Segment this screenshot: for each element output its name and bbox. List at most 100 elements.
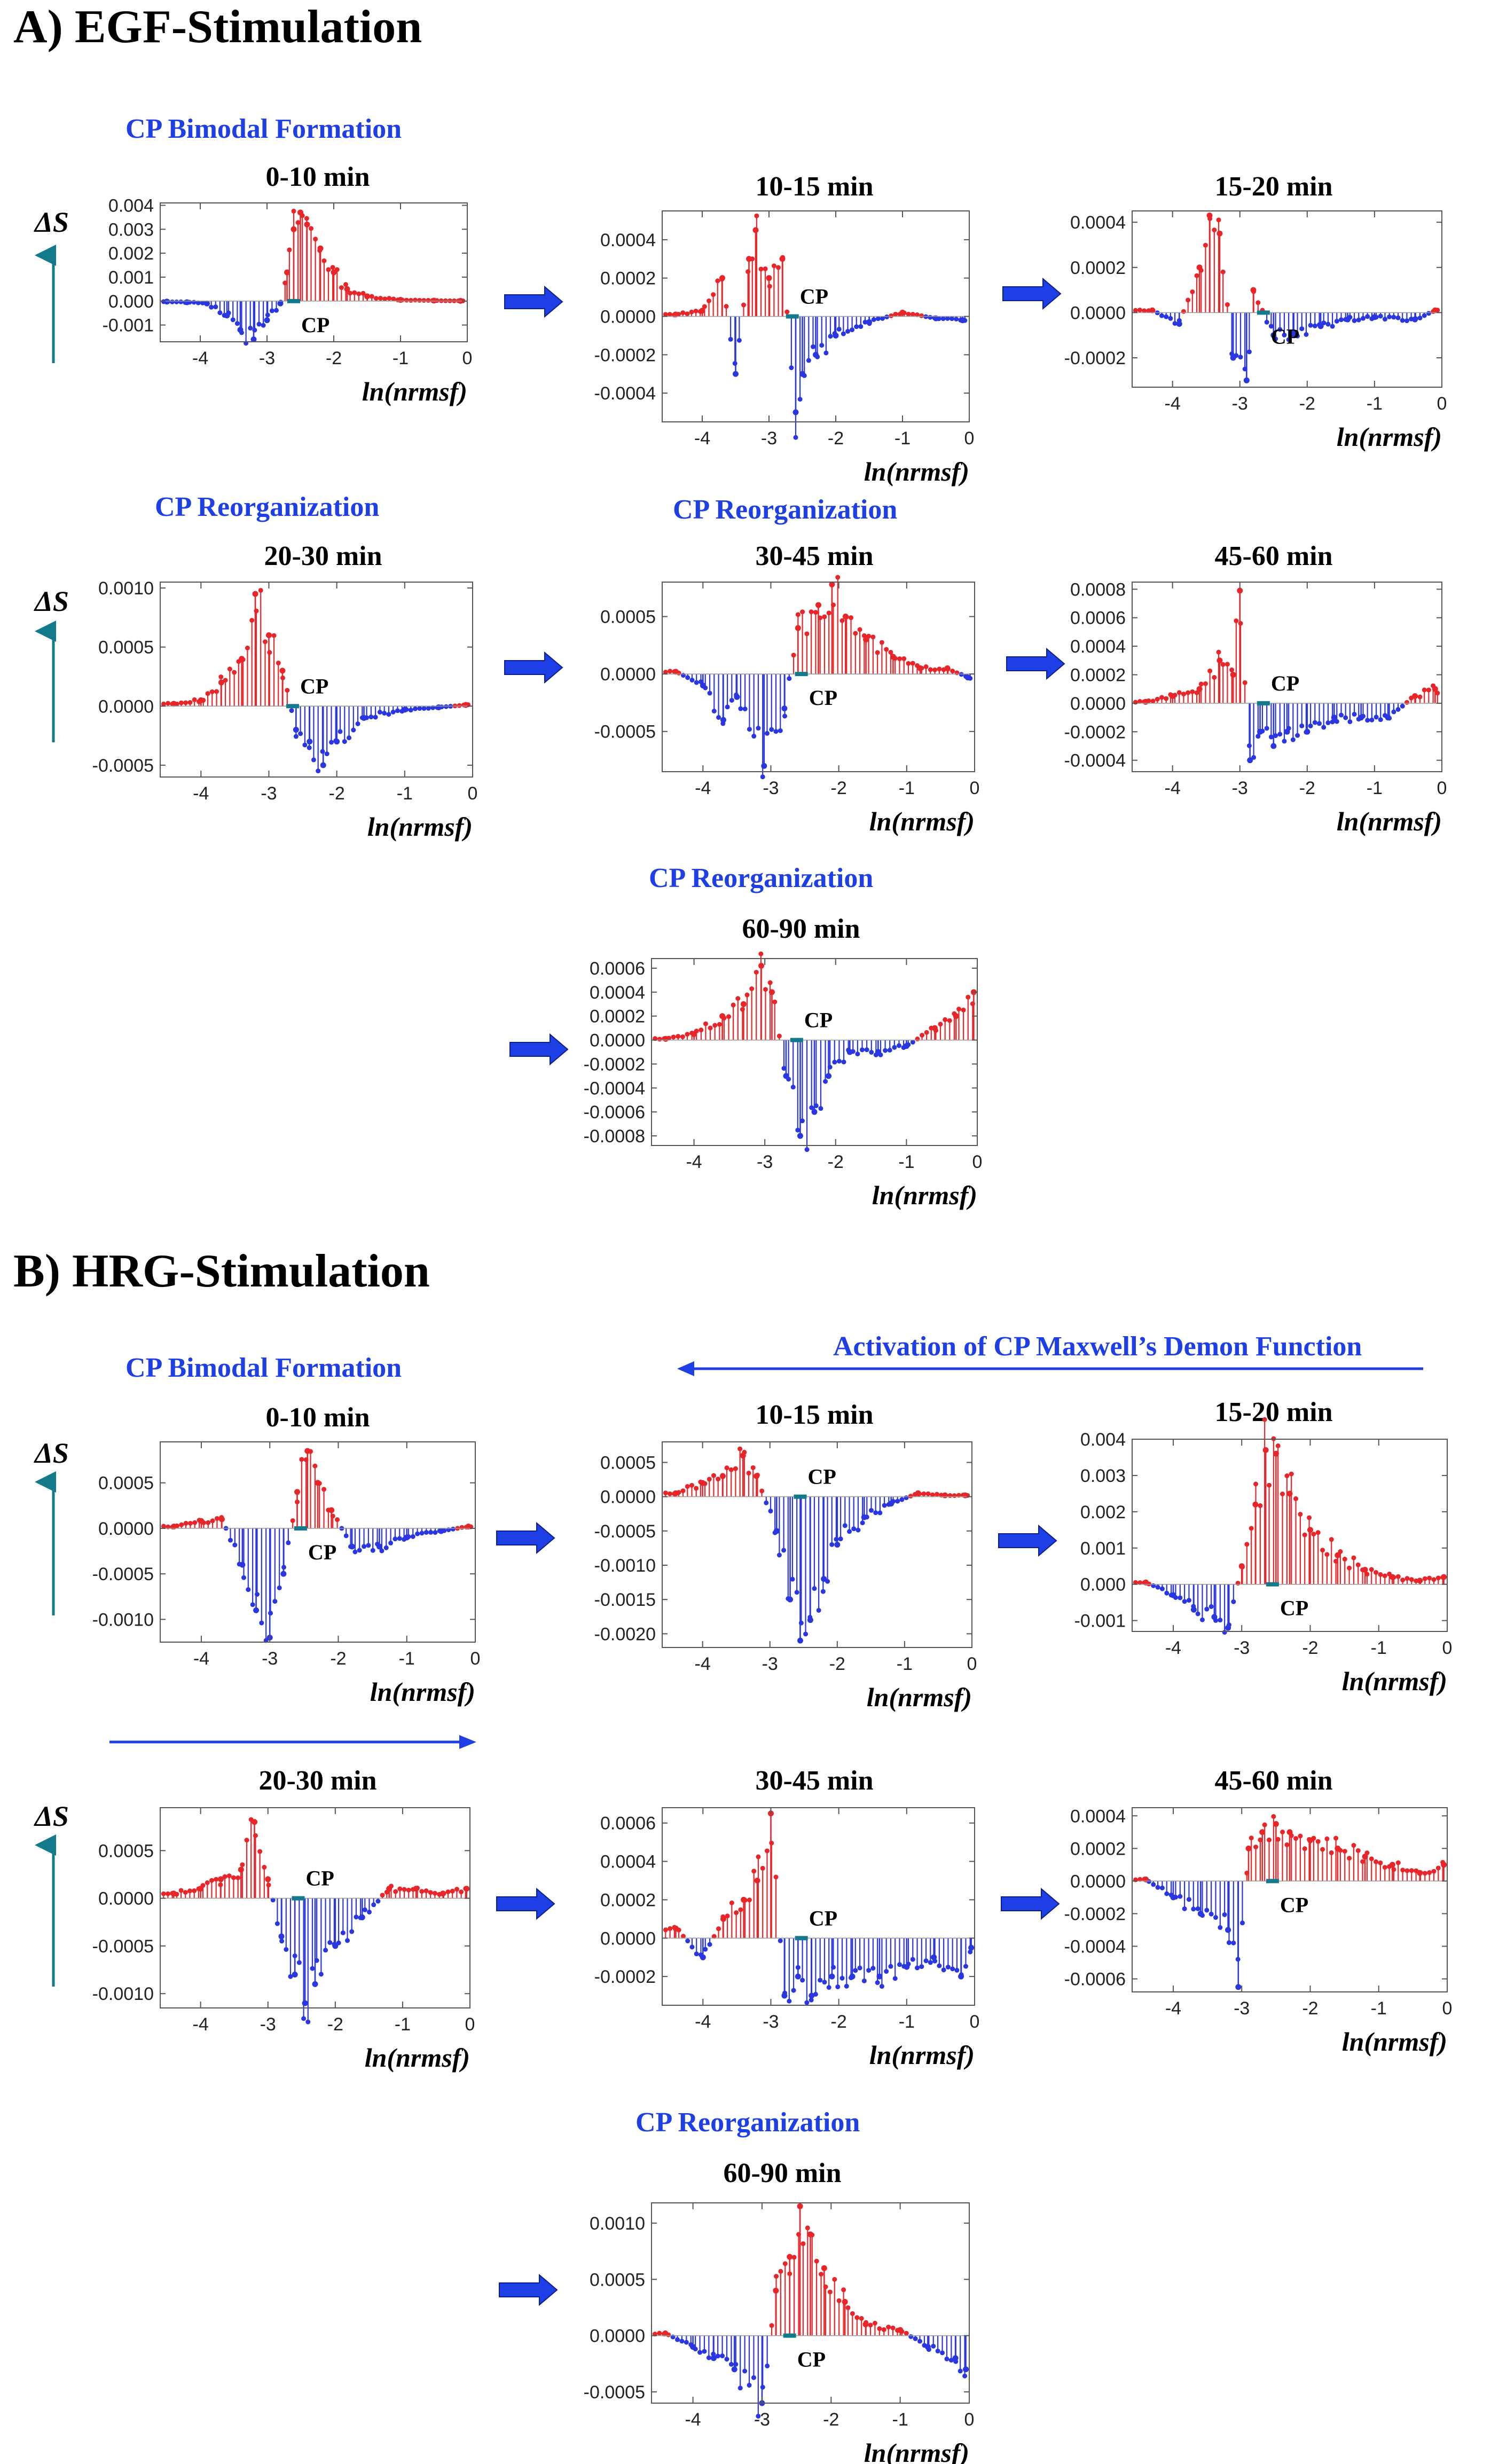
data-point [952, 2355, 959, 2361]
data-point [1302, 1532, 1307, 1537]
data-point [734, 1910, 739, 1916]
data-point [316, 768, 321, 774]
data-point [941, 1967, 946, 1973]
data-point [724, 1465, 729, 1471]
chart-title: 0-10 min [265, 1402, 370, 1433]
data-point [764, 1500, 769, 1505]
chart-title: 30-45 min [755, 1765, 874, 1796]
data-point [938, 1022, 943, 1027]
data-point [761, 763, 767, 769]
data-point [787, 676, 792, 681]
x-tick-label: -3 [260, 2014, 276, 2035]
data-point [209, 689, 215, 694]
data-point [672, 1490, 679, 1496]
data-point [968, 1949, 973, 1955]
data-point [282, 280, 288, 286]
data-point [402, 1887, 407, 1892]
data-point [250, 1602, 255, 1607]
data-point [1432, 686, 1438, 692]
data-point [1426, 687, 1431, 693]
data-point [888, 1964, 893, 1969]
data-point [778, 2269, 783, 2274]
data-point [1237, 587, 1243, 594]
data-point [1333, 1835, 1339, 1841]
data-point [1218, 1618, 1223, 1623]
data-point [690, 2344, 696, 2350]
data-point [423, 1529, 429, 1535]
data-point [768, 1509, 773, 1514]
data-point [214, 689, 219, 694]
data-point [699, 1027, 704, 1033]
data-point [1186, 690, 1191, 695]
data-point [760, 774, 765, 780]
data-point [1374, 715, 1379, 720]
phase-label-b-reorg: CP Reorganization [635, 2107, 860, 2138]
x-tick-label: 0 [465, 2014, 475, 2035]
data-point [1325, 720, 1331, 725]
data-point [868, 2322, 873, 2328]
data-point [1178, 1595, 1183, 1600]
y-tick-label: -0.0006 [584, 1102, 645, 1123]
data-point [1432, 307, 1438, 313]
y-tick-label: 0.0005 [600, 1453, 656, 1473]
cp-marker [1257, 310, 1270, 315]
data-point [663, 1927, 668, 1933]
data-point [1395, 1574, 1401, 1579]
x-axis-label: ln(nrmsf) [365, 2043, 470, 2073]
data-point [856, 1527, 861, 1533]
data-point [305, 2019, 311, 2024]
data-point [869, 1049, 874, 1055]
data-point [1330, 719, 1335, 725]
data-point [1412, 693, 1418, 700]
data-point [747, 727, 752, 732]
data-point [1250, 287, 1257, 293]
data-point [238, 1866, 244, 1873]
data-point [818, 1106, 823, 1111]
data-point [1253, 1845, 1259, 1850]
data-point [287, 247, 292, 253]
plot-frame [160, 202, 468, 342]
data-point [213, 304, 218, 310]
data-point [962, 2373, 968, 2379]
data-point [923, 664, 929, 670]
data-point [1217, 230, 1223, 237]
x-tick-label: -1 [899, 778, 915, 798]
data-point [1320, 1548, 1325, 1553]
x-axis-label: ln(nrmsf) [867, 1682, 972, 1712]
cp-label: CP [800, 285, 828, 309]
data-point [312, 1981, 318, 1987]
data-point [842, 614, 849, 620]
cp-marker [292, 1896, 305, 1901]
data-point [218, 1516, 225, 1523]
data-point [866, 1968, 872, 1973]
data-point [694, 680, 699, 685]
maxwell-demon-arrowhead [677, 1361, 694, 1376]
y-tick-label: 0.0004 [600, 230, 656, 250]
data-point [1226, 1940, 1231, 1945]
data-point [206, 1520, 211, 1525]
cp-marker [795, 672, 808, 677]
data-point [1369, 717, 1375, 723]
data-point [1268, 734, 1274, 740]
data-point [795, 1973, 801, 1980]
data-point [679, 2339, 685, 2344]
data-point [790, 1576, 795, 1582]
data-point [903, 1043, 909, 1049]
x-tick-label: -1 [897, 1654, 913, 1674]
data-point [703, 1021, 708, 1026]
data-point [842, 2298, 848, 2305]
data-point [170, 1890, 177, 1897]
data-point [183, 1520, 189, 1526]
data-point [910, 661, 915, 666]
data-point [920, 1032, 925, 1038]
data-point [1277, 732, 1283, 737]
data-point [349, 1543, 355, 1550]
x-axis-label: ln(nrmsf) [1342, 2027, 1447, 2057]
data-point [853, 631, 858, 636]
data-point [205, 1880, 210, 1886]
plot-frame [1132, 210, 1442, 388]
data-point [828, 334, 833, 339]
data-point [1369, 1856, 1374, 1862]
y-tick-label: 0.0000 [600, 664, 656, 685]
chart-panel: CP -0.001 0.000 0.001 0.002 0.003 0.004 -4 -3 -2 -… [1074, 1417, 1452, 1696]
